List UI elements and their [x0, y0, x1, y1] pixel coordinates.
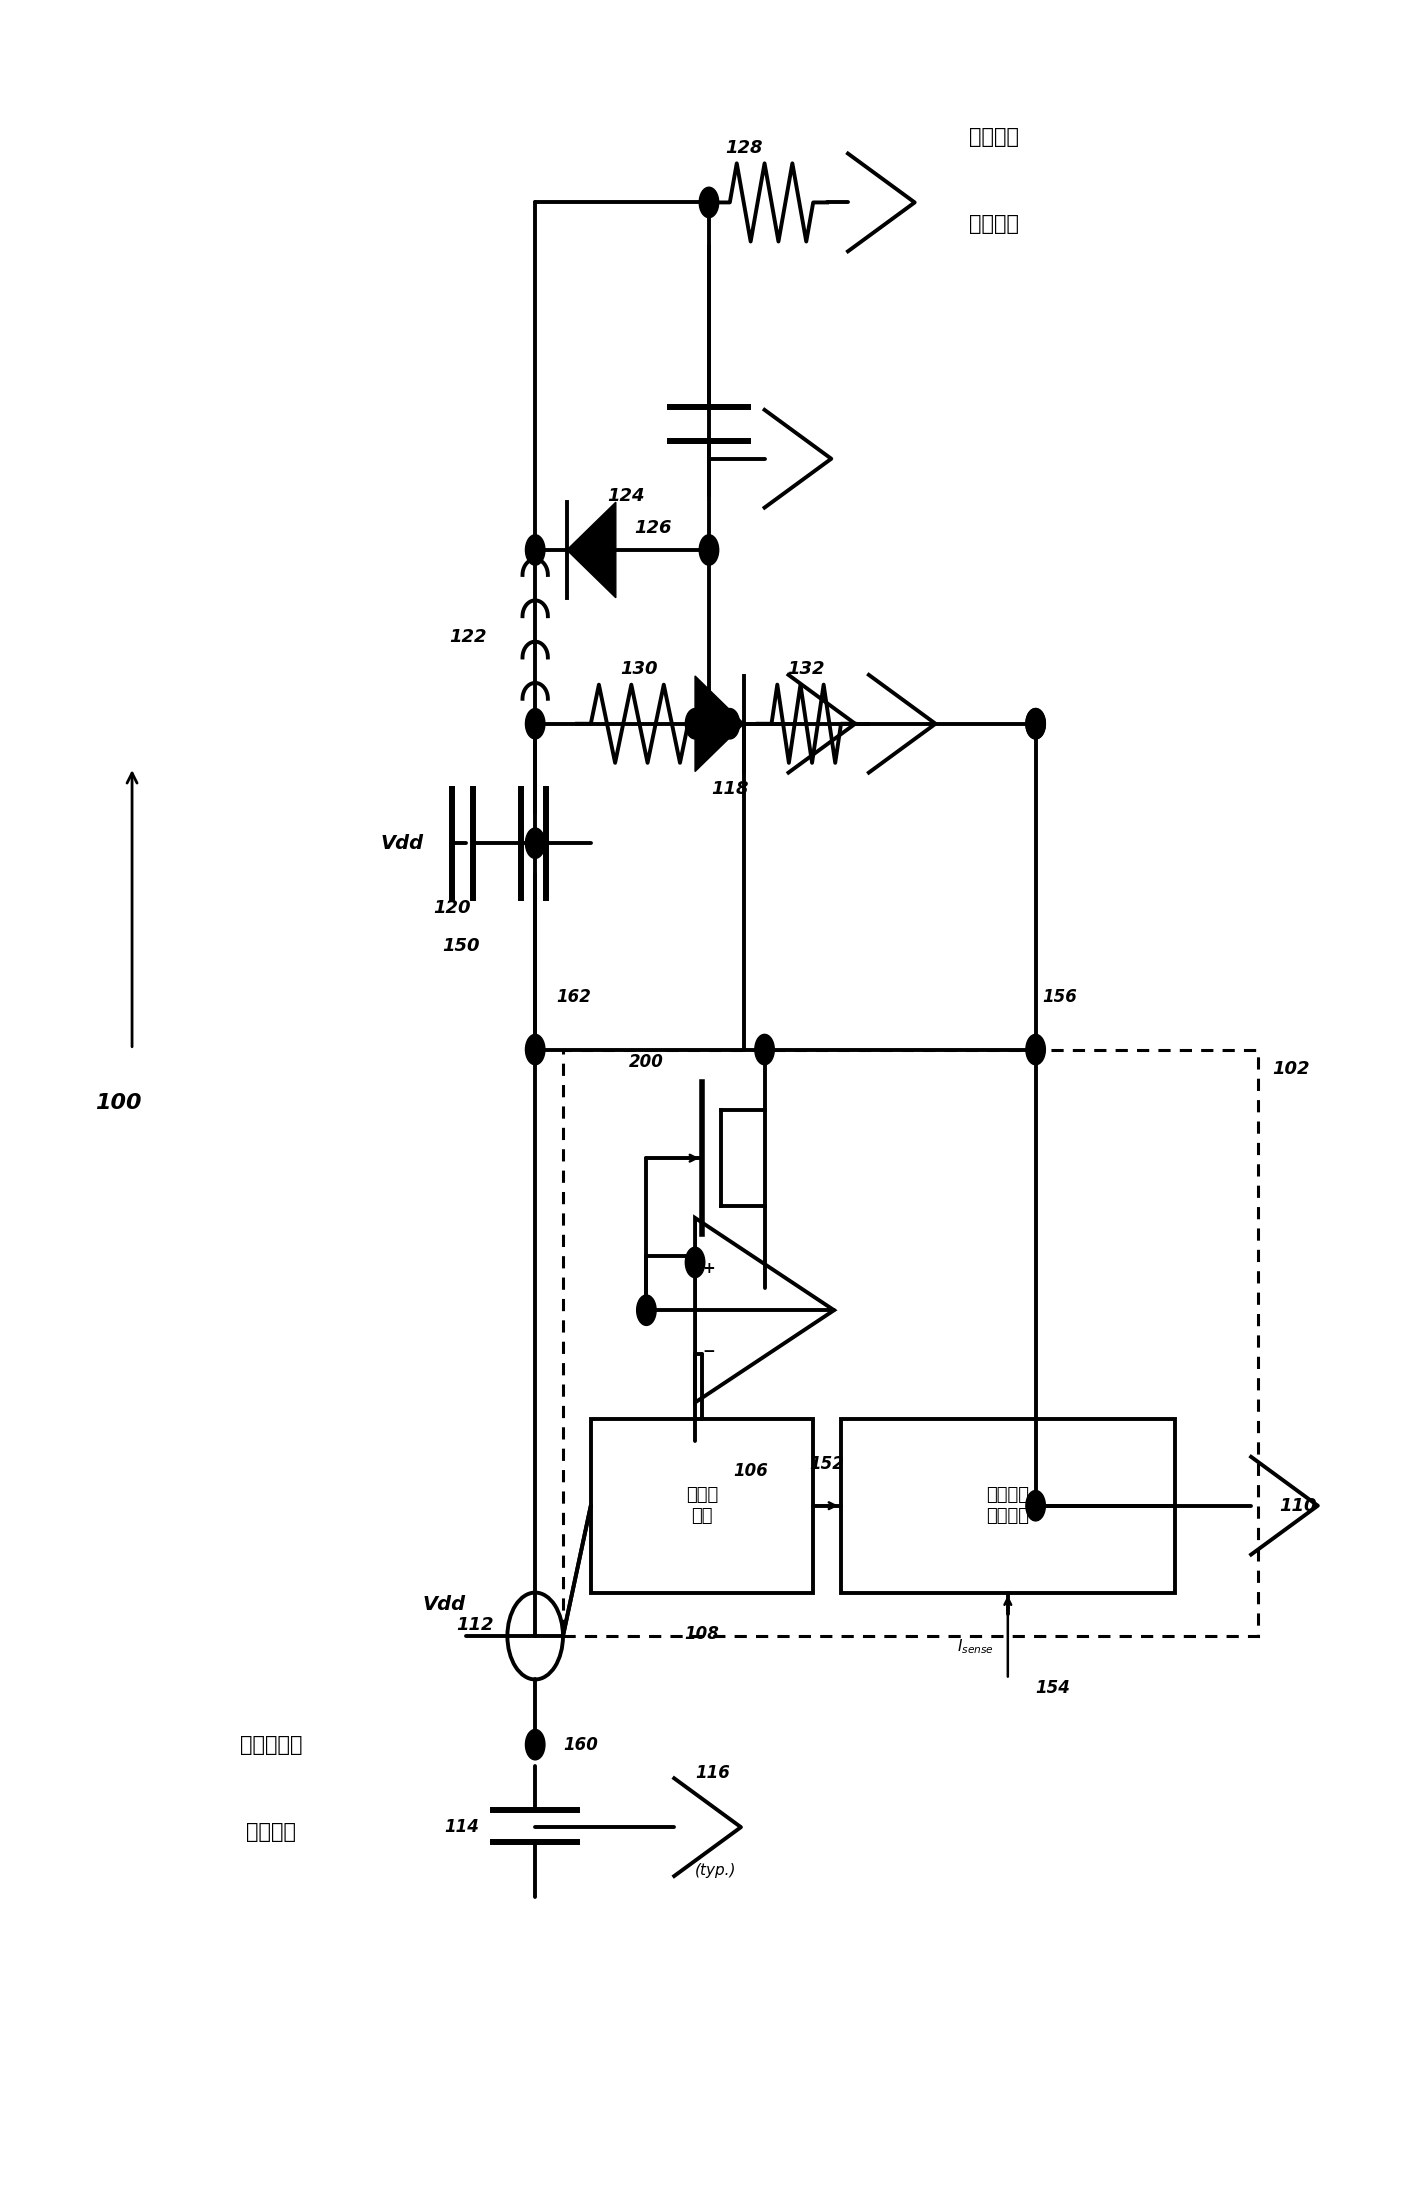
Text: 128: 128 [724, 140, 762, 157]
Text: Vdd: Vdd [423, 1596, 466, 1613]
Text: +: + [702, 1261, 715, 1277]
Text: 经调节的: 经调节的 [969, 127, 1019, 146]
Text: 110: 110 [1279, 1497, 1317, 1515]
Polygon shape [695, 675, 744, 772]
Text: 输出电压: 输出电压 [969, 214, 1019, 234]
Circle shape [699, 536, 719, 566]
Text: 152: 152 [810, 1456, 845, 1473]
Text: 150: 150 [442, 938, 480, 955]
Text: 114: 114 [445, 1819, 480, 1836]
Text: 116: 116 [695, 1764, 730, 1782]
Circle shape [1026, 1491, 1046, 1521]
Circle shape [699, 188, 719, 219]
Circle shape [755, 1034, 774, 1065]
Circle shape [685, 1248, 705, 1277]
Circle shape [1026, 708, 1046, 739]
FancyBboxPatch shape [591, 1419, 813, 1594]
Text: 118: 118 [710, 780, 748, 798]
Circle shape [525, 828, 545, 859]
Text: 132: 132 [788, 660, 826, 678]
Text: 130: 130 [621, 660, 658, 678]
Text: 120: 120 [432, 898, 470, 918]
Text: 154: 154 [1036, 1679, 1070, 1699]
Text: 112: 112 [456, 1615, 493, 1635]
Circle shape [525, 1034, 545, 1065]
Text: 124: 124 [607, 487, 644, 505]
Text: 160: 160 [563, 1736, 598, 1753]
Circle shape [636, 1294, 656, 1325]
Text: 102: 102 [1272, 1060, 1310, 1078]
Text: 106: 106 [733, 1462, 768, 1480]
Circle shape [720, 708, 740, 739]
Text: 电平移
位器: 电平移 位器 [687, 1486, 717, 1526]
Text: 供应电压: 供应电压 [246, 1821, 296, 1841]
Circle shape [1026, 1034, 1046, 1065]
FancyBboxPatch shape [841, 1419, 1175, 1594]
Text: 156: 156 [1043, 988, 1077, 1006]
Text: Vdd: Vdd [380, 833, 424, 853]
Text: 162: 162 [556, 988, 591, 1006]
Circle shape [525, 1729, 545, 1760]
Text: −: − [702, 1344, 715, 1360]
Text: 122: 122 [449, 627, 487, 645]
Text: (typ.): (typ.) [695, 1862, 737, 1878]
Text: 108: 108 [685, 1624, 719, 1644]
Text: $I_{sense}$: $I_{sense}$ [958, 1637, 994, 1657]
Circle shape [1026, 708, 1046, 739]
Polygon shape [567, 503, 616, 597]
Text: 126: 126 [635, 520, 673, 538]
Text: 200: 200 [629, 1054, 664, 1071]
Circle shape [525, 536, 545, 566]
Text: 脉冲宽度
调制控制: 脉冲宽度 调制控制 [987, 1486, 1029, 1526]
Circle shape [525, 708, 545, 739]
Text: 100: 100 [95, 1093, 142, 1113]
Circle shape [685, 708, 705, 739]
Text: 未经调节的: 未经调节的 [240, 1736, 302, 1755]
